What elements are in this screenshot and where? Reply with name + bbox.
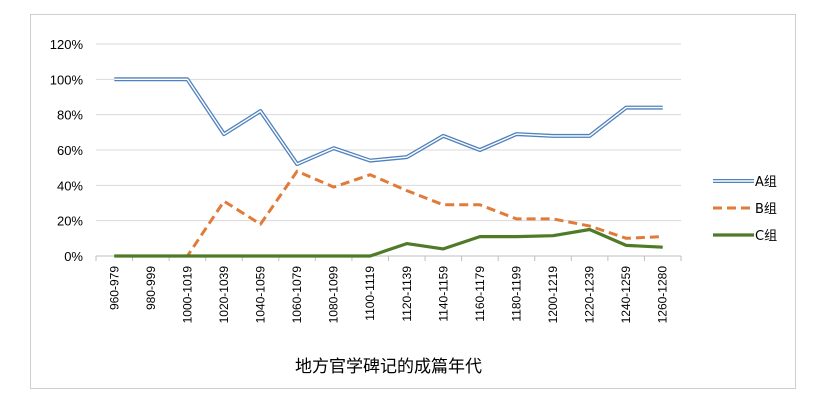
x-tick-label: 1140-1159	[436, 266, 450, 322]
x-axis-title: 地方官学碑记的成篇年代	[295, 357, 482, 377]
x-tick-label: 1260-1280	[656, 266, 670, 324]
x-tick-label: 1060-1079	[290, 266, 304, 324]
y-tick-label: 40%	[57, 178, 83, 193]
x-tick-label: 1180-1199	[509, 266, 523, 322]
legend-item: B组	[713, 202, 777, 217]
legend: A组 B组 C组	[713, 175, 777, 244]
legend-label: A组	[755, 175, 777, 190]
x-tick-label: 1100-1119	[363, 266, 377, 321]
x-tick-label: 1020-1039	[217, 266, 231, 324]
x-tick-label: 1120-1139	[400, 266, 414, 322]
x-tick-label: 1040-1059	[254, 266, 268, 324]
x-tick-label: 980-999	[144, 266, 158, 310]
series-line-b	[114, 169, 663, 258]
y-axis-tick-labels: 0% 20% 40% 60% 80% 100% 120%	[50, 37, 84, 264]
x-axis-tick-labels: 960-979 980-999 1000-1019 1020-1039 1040-105…	[107, 266, 669, 324]
chart-frame: 0% 20% 40% 60% 80% 100% 120% 960-979 980-999 100…	[30, 14, 796, 389]
x-tick-label: 1000-1019	[180, 266, 194, 324]
series-line-c	[114, 227, 663, 258]
legend-item: C组	[713, 229, 777, 244]
y-tick-label: 20%	[57, 214, 83, 229]
x-tick-label: 1200-1219	[546, 266, 560, 324]
y-tick-label: 100%	[50, 72, 84, 87]
legend-label: C组	[755, 229, 777, 244]
y-tick-label: 80%	[57, 108, 83, 123]
x-tick-label: 960-979	[107, 266, 121, 310]
series-line-a-inner	[114, 78, 663, 165]
x-tick-label: 1160-1179	[473, 266, 487, 322]
y-tick-label: 0%	[64, 249, 83, 264]
legend-label: B组	[755, 202, 777, 217]
x-tick-label: 1220-1239	[583, 266, 597, 324]
series-lines	[114, 77, 663, 258]
gridlines	[96, 43, 681, 222]
legend-item: A组	[713, 175, 777, 190]
x-tick-label: 1080-1099	[327, 266, 341, 324]
line-chart: 0% 20% 40% 60% 80% 100% 120% 960-979 980-999 100…	[50, 37, 777, 377]
y-tick-label: 120%	[50, 37, 84, 52]
x-tick-label: 1240-1259	[619, 266, 633, 324]
y-tick-label: 60%	[57, 143, 83, 158]
